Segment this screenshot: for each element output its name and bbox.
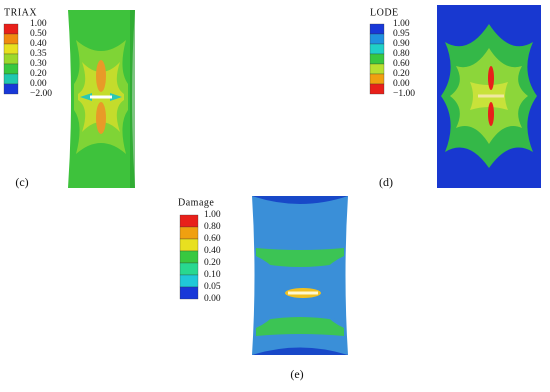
legend-swatch — [179, 238, 199, 252]
legend-swatch — [179, 274, 199, 288]
legend-label: 0.90 — [393, 39, 410, 49]
legend-label: 1.00 — [393, 19, 410, 29]
legend-swatch — [179, 262, 199, 276]
legend-label: 0.05 — [204, 282, 221, 292]
legend-label: −2.00 — [30, 89, 52, 99]
legend-title: LODE — [370, 7, 399, 18]
legend-swatch — [179, 250, 199, 264]
legend-label: 0.20 — [393, 69, 410, 79]
damage-contour — [252, 196, 348, 355]
legend-label: 0.60 — [204, 234, 221, 244]
legend-label: 0.80 — [204, 222, 221, 232]
legend-swatch — [369, 23, 385, 35]
legend-swatch — [3, 33, 19, 45]
legend-swatch — [179, 286, 199, 300]
legend-label: 0.50 — [30, 29, 47, 39]
legend-label: 0.00 — [30, 79, 47, 89]
legend-label: 0.60 — [393, 59, 410, 69]
legend-swatch — [3, 43, 19, 55]
legend-swatch — [3, 63, 19, 75]
legend-swatch — [369, 73, 385, 85]
legend-swatch — [179, 226, 199, 240]
legend-title: TRIAX — [4, 7, 37, 18]
legend-label: 1.00 — [30, 19, 47, 29]
legend-label: 0.10 — [204, 270, 221, 280]
lode-contour — [437, 5, 541, 188]
legend-swatch — [369, 53, 385, 65]
triax-contour — [68, 10, 135, 188]
legend-swatch — [179, 214, 199, 228]
legend-label: 0.20 — [204, 258, 221, 268]
legend-label: 0.40 — [204, 246, 221, 256]
legend-label: 0.95 — [393, 29, 410, 39]
legend-label: 0.00 — [204, 294, 221, 304]
legend-swatch — [369, 43, 385, 55]
legend-title: Damage — [178, 197, 214, 208]
legend-label: 0.20 — [30, 69, 47, 79]
legend-swatch — [3, 23, 19, 35]
legend-swatch — [3, 53, 19, 65]
legend-swatch — [369, 83, 385, 95]
legend-label: 1.00 — [204, 210, 221, 220]
legend-label: 0.80 — [393, 49, 410, 59]
legend-label: 0.40 — [30, 39, 47, 49]
legend-label: 0.35 — [30, 49, 47, 59]
legend-label: 0.00 — [393, 79, 410, 89]
panel-label: (d) — [379, 175, 393, 189]
legend-label: 0.30 — [30, 59, 47, 69]
legend-swatch — [3, 83, 19, 95]
legend-label: −1.00 — [393, 89, 415, 99]
panel-label: (e) — [290, 367, 303, 381]
panel-label: (c) — [15, 175, 28, 189]
legend-swatch — [369, 63, 385, 75]
legend-swatch — [369, 33, 385, 45]
legend-swatch — [3, 73, 19, 85]
